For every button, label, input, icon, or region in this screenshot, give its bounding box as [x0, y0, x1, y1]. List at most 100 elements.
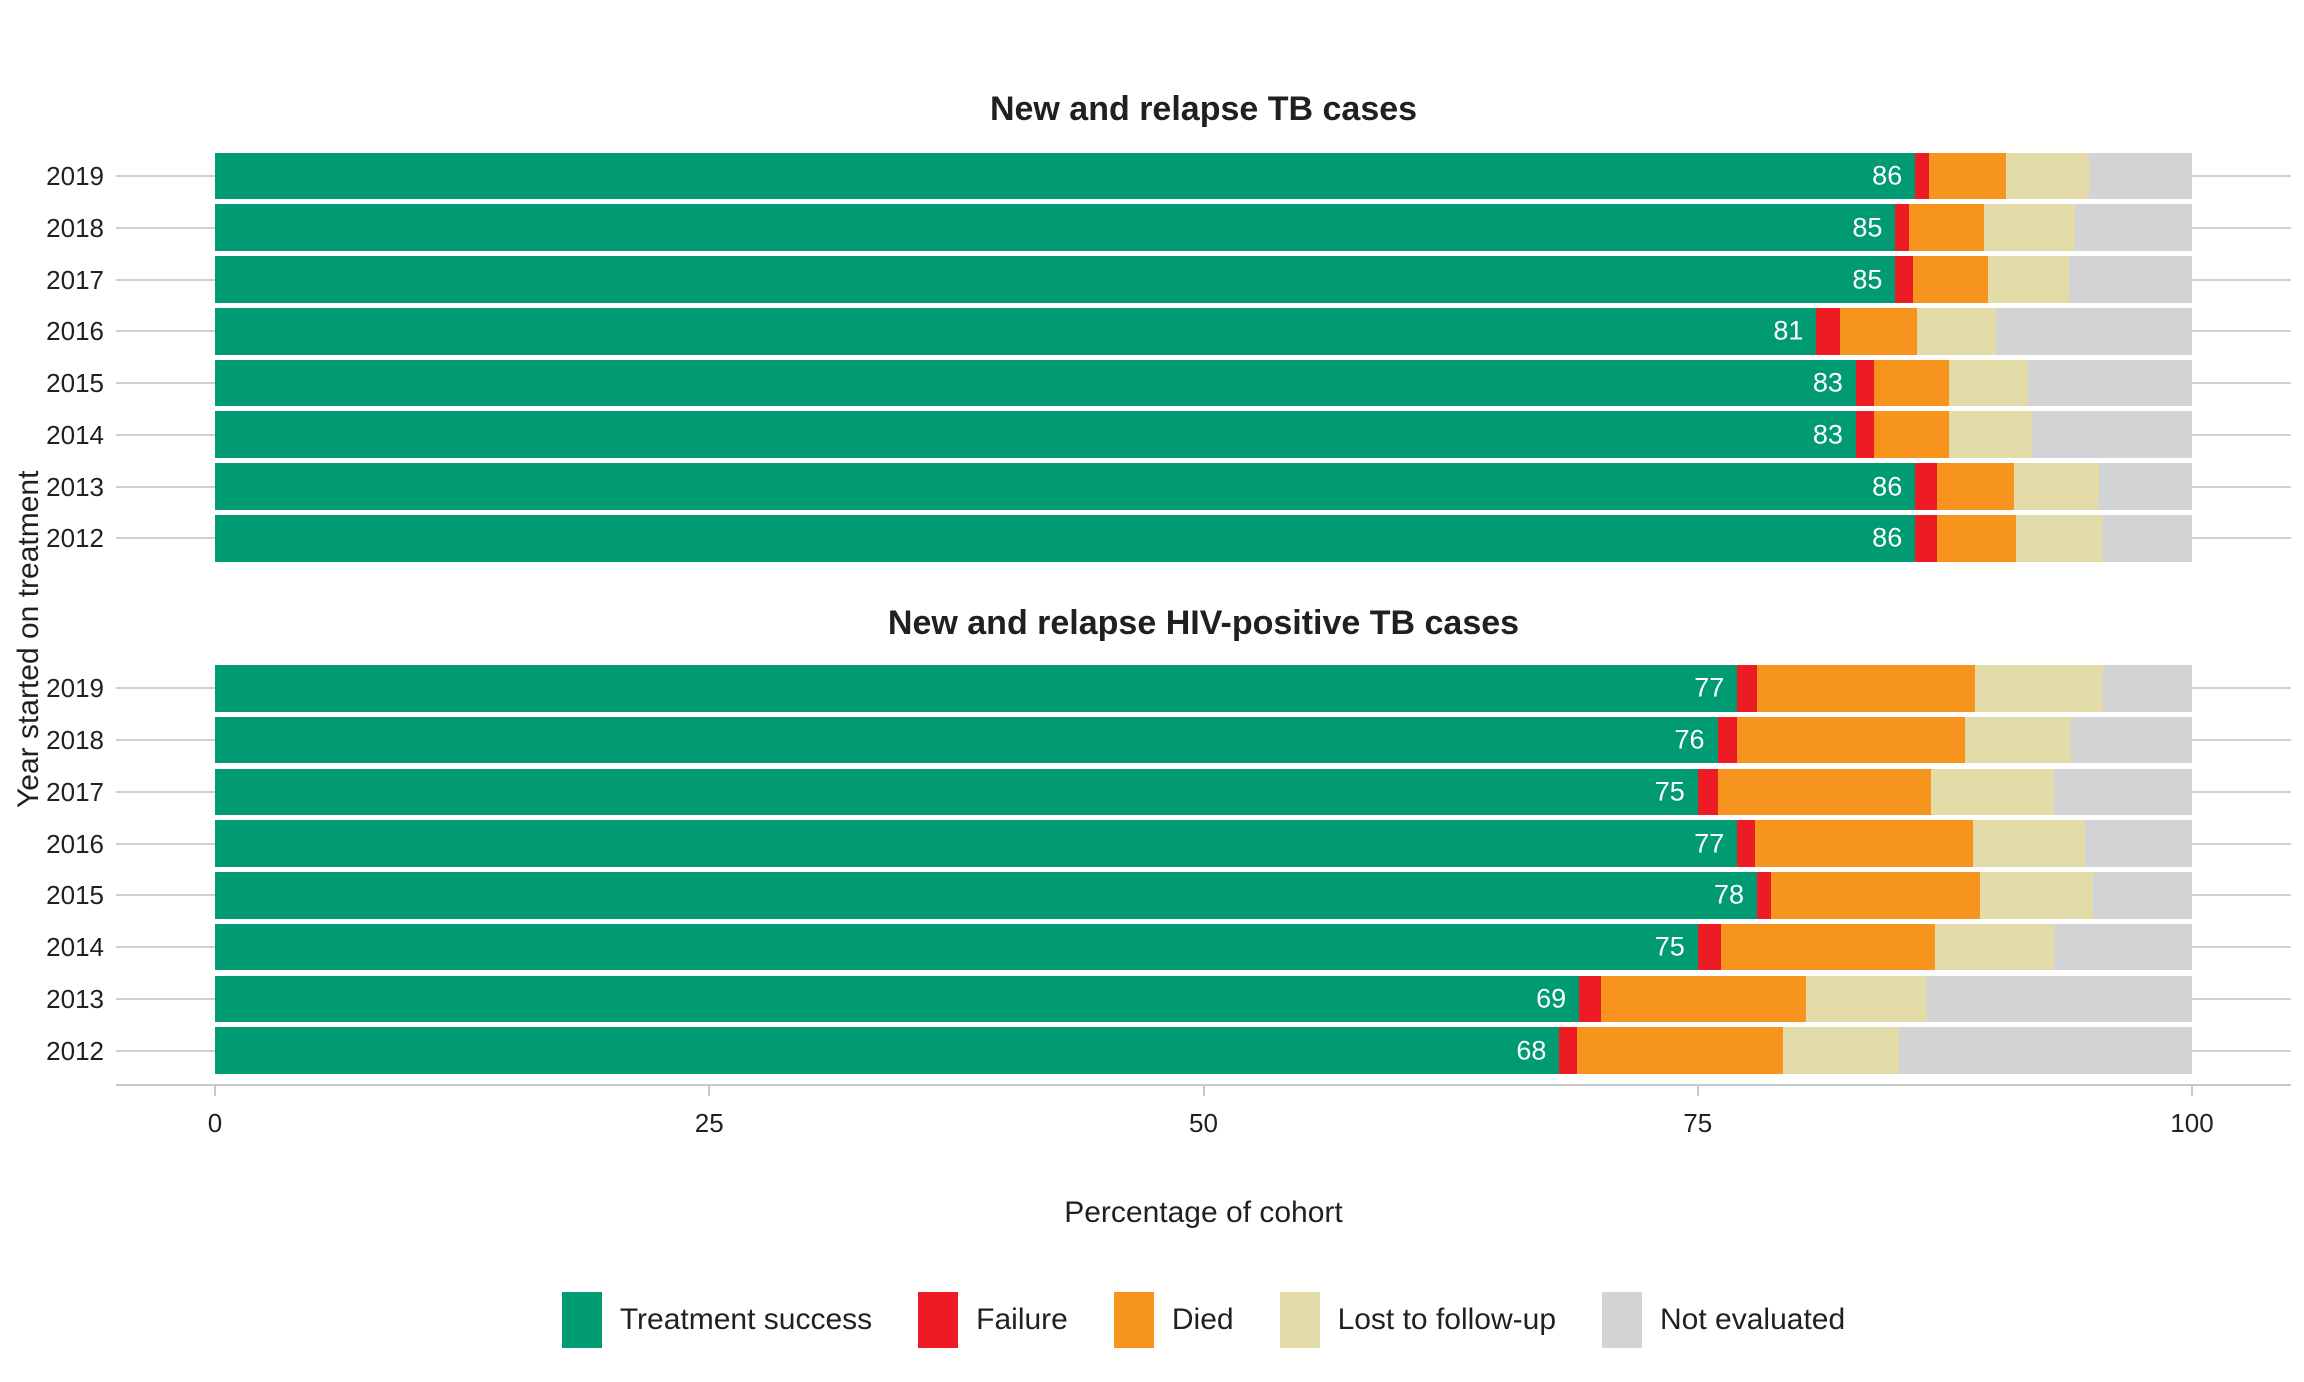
stacked-bar-new-and-relapse-hiv-positive-tb-cases-2013: 69 [215, 975, 2192, 1023]
treatment-success-value-label: 86 [1872, 160, 1903, 191]
y-axis-tick-label: 2012 [46, 1035, 104, 1066]
segment-not_evaluated [2031, 411, 2192, 459]
segment-failure [1855, 359, 1874, 407]
stacked-bar-new-and-relapse-hiv-positive-tb-cases-2019: 77 [215, 665, 2192, 712]
x-axis-tick-mark [214, 1086, 216, 1096]
segment-not_evaluated [2071, 716, 2192, 764]
y-axis-tick-label: 2015 [46, 368, 104, 399]
legend-swatch-success [561, 1292, 602, 1348]
y-axis-tick-label: 2017 [46, 776, 104, 807]
segment-not_evaluated [2053, 768, 2192, 816]
treatment-success-value-label: 77 [1694, 672, 1725, 703]
stacked-bar-new-and-relapse-hiv-positive-tb-cases-2012: 68 [215, 1027, 2192, 1074]
treatment-success-value-label: 83 [1812, 367, 1843, 398]
segment-success: 85 [215, 204, 1896, 252]
segment-died [1737, 716, 1965, 764]
legend-label-died: Died [1171, 1303, 1234, 1336]
y-axis-tick-label: 2018 [46, 725, 104, 756]
legend-swatch-lost [1279, 1292, 1320, 1348]
panel-title-hiv-positive-tb-cases: New and relapse HIV-positive TB cases [887, 604, 1520, 642]
segment-not_evaluated [2027, 359, 2192, 407]
treatment-success-value-label: 78 [1714, 879, 1745, 910]
stacked-bar-new-and-relapse-hiv-positive-tb-cases-2015: 78 [215, 872, 2192, 919]
legend-label-success: Treatment success [619, 1303, 873, 1336]
segment-lost [1806, 975, 1928, 1023]
segment-success: 75 [215, 768, 1698, 816]
y-axis-tick-label: 2018 [46, 212, 104, 243]
segment-lost [1988, 256, 2070, 303]
y-axis-tick-label: 2014 [46, 932, 104, 963]
segment-died [1936, 514, 2017, 562]
segment-failure [1737, 665, 1758, 712]
segment-lost [1917, 307, 1997, 355]
y-axis-tick-label: 2016 [46, 828, 104, 859]
segment-not_evaluated [2089, 152, 2192, 200]
legend: Treatment success Failure Died Lost to foll… [116, 1290, 2291, 1350]
treatment-success-value-label: 69 [1536, 983, 1567, 1014]
segment-died [1600, 975, 1807, 1023]
segment-not_evaluated [1899, 1027, 2192, 1074]
segment-died [1873, 359, 1949, 407]
legend-item-lost: Lost to follow-up [1279, 1292, 1557, 1348]
segment-failure [1697, 768, 1718, 816]
treatment-success-value-label: 77 [1694, 828, 1725, 859]
segment-failure [1579, 975, 1601, 1023]
segment-success: 86 [215, 514, 1916, 562]
segment-success: 86 [215, 152, 1916, 200]
stacked-bar-new-and-relapse-hiv-positive-tb-cases-2017: 75 [215, 768, 2192, 816]
segment-lost [2016, 514, 2104, 562]
segment-lost [1964, 716, 2072, 764]
legend-swatch-failure [918, 1292, 959, 1348]
y-axis-title: Year started on treatment [12, 470, 45, 808]
segment-lost [1974, 665, 2104, 712]
segment-success: 86 [215, 463, 1916, 510]
segment-success: 68 [215, 1027, 1560, 1074]
legend-label-lost: Lost to follow-up [1337, 1303, 1557, 1336]
segment-died [1873, 411, 1949, 459]
segment-lost [1980, 872, 2094, 919]
segment-not_evaluated [2093, 872, 2192, 919]
legend-label-failure: Failure [976, 1303, 1068, 1336]
legend-swatch-not_evaluated [1602, 1292, 1643, 1348]
segment-success: 78 [215, 872, 1758, 919]
segment-success: 69 [215, 975, 1580, 1023]
x-axis-tick-mark [1202, 1086, 1205, 1096]
segment-lost [1948, 359, 2028, 407]
segment-died [1717, 768, 1932, 816]
x-axis-title: Percentage of cohort [1064, 1196, 1343, 1229]
segment-died [1721, 923, 1935, 971]
segment-not_evaluated [1996, 307, 2192, 355]
segment-died [1936, 463, 2015, 510]
segment-success: 75 [215, 923, 1698, 971]
x-axis-tick-mark [708, 1086, 711, 1096]
treatment-success-value-label: 85 [1852, 212, 1883, 243]
segment-lost [1931, 768, 2054, 816]
stacked-bar-new-and-relapse-tb-cases-2016: 81 [215, 307, 2192, 355]
stacked-bar-new-and-relapse-tb-cases-2012: 86 [215, 514, 2192, 562]
segment-not_evaluated [2053, 923, 2192, 971]
segment-died [1577, 1027, 1783, 1074]
treatment-success-value-label: 83 [1812, 419, 1843, 450]
segment-lost [2014, 463, 2100, 510]
y-axis-tick-label: 2014 [46, 419, 104, 450]
stacked-bar-new-and-relapse-tb-cases-2015: 83 [215, 359, 2192, 407]
stacked-bar-new-and-relapse-hiv-positive-tb-cases-2016: 77 [215, 820, 2192, 867]
segment-died [1909, 204, 1985, 252]
stacked-bar-new-and-relapse-tb-cases-2017: 85 [215, 256, 2192, 303]
segment-failure [1915, 463, 1937, 510]
treatment-success-value-label: 86 [1872, 471, 1903, 502]
segment-died [1840, 307, 1918, 355]
y-axis-tick-label: 2013 [46, 471, 104, 502]
segment-not_evaluated [2103, 514, 2192, 562]
segment-failure [1895, 256, 1914, 303]
segment-failure [1816, 307, 1841, 355]
segment-failure [1717, 716, 1738, 764]
treatment-success-value-label: 68 [1516, 1035, 1547, 1066]
stacked-bar-new-and-relapse-tb-cases-2018: 85 [215, 204, 2192, 252]
x-axis-tick-label: 100 [2170, 1108, 2214, 1138]
treatment-success-value-label: 76 [1674, 724, 1705, 755]
x-axis-tick-label: 75 [1683, 1108, 1713, 1138]
x-axis-tick-mark [2191, 1086, 2193, 1096]
